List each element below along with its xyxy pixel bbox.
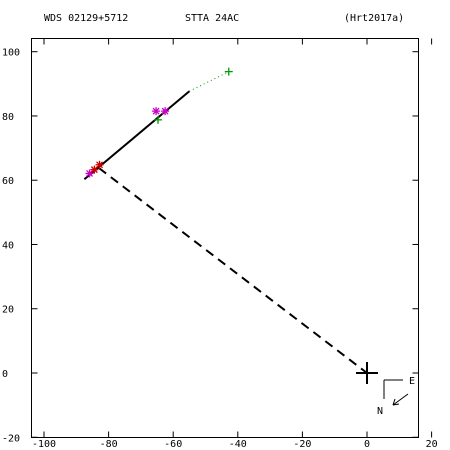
y-tick-label: 40 xyxy=(2,240,14,251)
point-stroke xyxy=(86,170,94,177)
motion-arrow-head-b xyxy=(392,398,396,406)
compass-rose: E N xyxy=(377,376,415,417)
compass-north-label: N xyxy=(377,406,383,417)
header-center: STTA 24AC xyxy=(185,13,239,24)
point-stroke xyxy=(96,161,104,169)
measurement-point-plus xyxy=(224,67,233,76)
y-tick-label: 0 xyxy=(2,369,8,380)
x-tick-label: -80 xyxy=(100,439,118,450)
measurement-point-asterisk xyxy=(152,107,161,116)
axis-ticks: -100 -80 -60 -40 -20 0 20 -20 0 20 40 60 80 100 xyxy=(2,38,438,450)
point-stroke xyxy=(152,107,160,115)
x-tick-label: -100 xyxy=(32,439,56,450)
dotted-extension-line xyxy=(189,71,229,92)
measurement-point-asterisk xyxy=(161,107,170,116)
y-tick-label: 80 xyxy=(2,112,14,123)
measurement-point-asterisk xyxy=(85,169,94,178)
y-tick-label: -20 xyxy=(2,433,20,444)
chart-marks xyxy=(83,67,378,384)
measurement-point-asterisk xyxy=(95,160,104,169)
point-stroke xyxy=(161,107,169,115)
compass-east-label: E xyxy=(409,376,415,387)
x-tick-label: -20 xyxy=(293,439,311,450)
header-right: (Hrt2017a) xyxy=(344,13,404,24)
measurement-point-plus xyxy=(154,115,163,124)
x-tick-label: 20 xyxy=(426,439,438,450)
x-tick-label: -60 xyxy=(164,439,182,450)
motion-arrow-head-a xyxy=(392,403,400,406)
motion-arrow-line xyxy=(392,393,409,406)
y-tick-label: 20 xyxy=(2,305,14,316)
y-tick-label: 60 xyxy=(2,176,14,187)
header-left: WDS 02129+5712 xyxy=(44,13,128,24)
plot-frame xyxy=(31,38,419,438)
x-tick-label: 0 xyxy=(364,439,370,450)
x-tick-label: -40 xyxy=(229,439,247,450)
separation-dashed-line xyxy=(98,167,368,374)
y-tick-label: 100 xyxy=(2,48,20,59)
